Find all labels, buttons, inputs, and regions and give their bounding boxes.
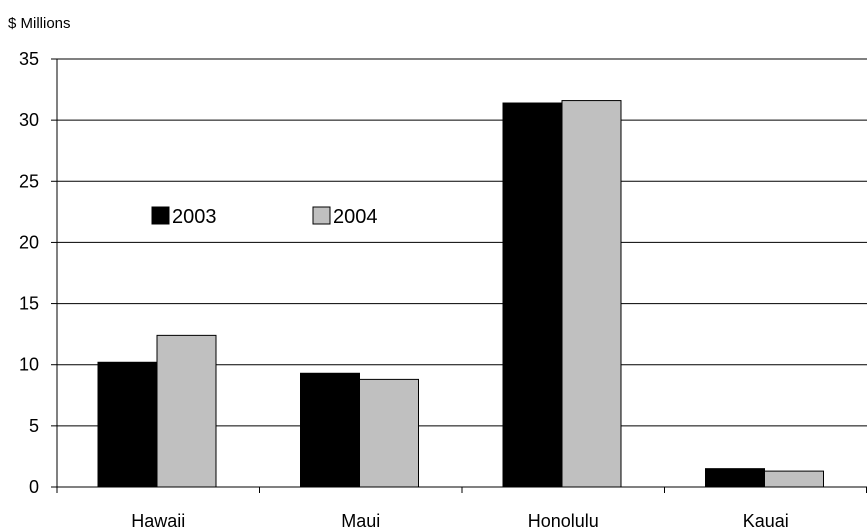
- y-tick-label: 5: [29, 416, 39, 436]
- y-tick-label: 15: [19, 294, 39, 314]
- bar-kauai-2003: [705, 468, 765, 488]
- bar-honolulu-2004: [561, 100, 622, 488]
- x-tick-labels: Hawaii Maui Honolulu Kauai: [131, 511, 789, 531]
- legend-swatch-2004: [312, 206, 331, 225]
- bar-maui-2003: [300, 372, 360, 488]
- x-tick-label: Hawaii: [131, 511, 185, 531]
- y-tick-label: 25: [19, 171, 39, 191]
- y-tick-label: 30: [19, 110, 39, 130]
- bar-kauai-2004: [764, 470, 824, 488]
- y-tick-label: 35: [19, 49, 39, 69]
- legend-label: 2004: [333, 206, 378, 228]
- y-tick-label: 20: [19, 232, 39, 252]
- y-tick-label: 10: [19, 355, 39, 375]
- bars: [97, 100, 824, 488]
- y-tick-labels: 0 5 10 15 20 25 30 35: [19, 49, 39, 497]
- bar-hawaii-2004: [156, 334, 217, 488]
- x-tick-label: Maui: [341, 511, 380, 531]
- y-axis-unit-label: $ Millions: [8, 15, 71, 32]
- axes: [51, 58, 867, 493]
- y-tick-label: 0: [29, 477, 39, 497]
- legend-label: 2003: [172, 206, 217, 228]
- x-tick-label: Kauai: [743, 511, 789, 531]
- x-tick-label: Honolulu: [528, 511, 599, 531]
- legend-swatch-2003: [151, 206, 170, 225]
- bar-hawaii-2003: [97, 361, 158, 488]
- bar-maui-2004: [359, 378, 419, 488]
- bar-honolulu-2003: [502, 102, 563, 488]
- legend: 2003 2004: [151, 206, 378, 228]
